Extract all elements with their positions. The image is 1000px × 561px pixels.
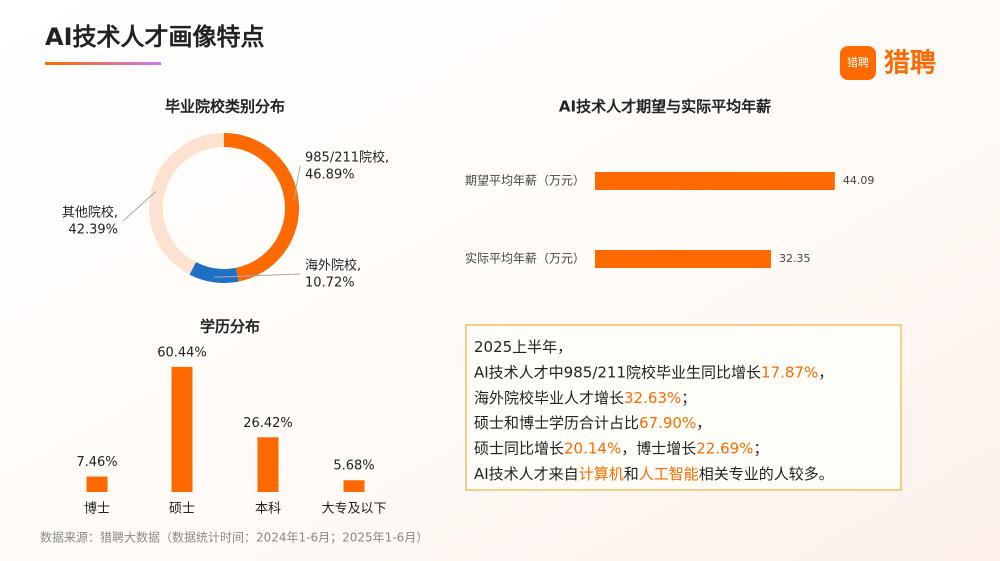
note-box xyxy=(465,324,902,491)
highlight: 67.90% xyxy=(639,414,696,432)
note-text: 和 xyxy=(624,465,639,483)
category-label: 本科 xyxy=(255,502,281,517)
leader-line xyxy=(214,273,301,278)
page-title: AI技术人才画像特点 xyxy=(45,23,265,51)
donut-segment xyxy=(223,133,299,282)
category-label: 硕士 xyxy=(169,502,195,517)
category-label: 期望平均年薪（万元） xyxy=(465,174,585,188)
bar xyxy=(171,366,193,492)
note-text: AI技术人才来自 xyxy=(474,465,579,483)
note-text: ，博士增长 xyxy=(621,439,696,457)
chart-title: 毕业院校类别分布 xyxy=(165,98,285,116)
note-text: ， xyxy=(818,363,833,381)
value-label: 32.35 xyxy=(779,252,811,265)
category-label: 985/211院校, xyxy=(305,150,389,166)
value-label: 60.44% xyxy=(157,345,207,360)
highlight: 20.14% xyxy=(564,439,621,457)
value-label: 10.72% xyxy=(305,276,355,291)
highlight: 计算机 xyxy=(579,465,624,483)
value-label: 5.68% xyxy=(333,459,374,474)
bar xyxy=(595,250,771,268)
title-underline xyxy=(45,62,161,65)
logo-badge-text: 猎聘 xyxy=(847,55,869,69)
chart-title: AI技术人才期望与实际平均年薪 xyxy=(559,98,771,116)
value-label: 42.39% xyxy=(68,223,118,238)
category-label: 实际平均年薪（万元） xyxy=(465,251,585,266)
category-label: 博士 xyxy=(84,502,110,517)
highlight: 32.63% xyxy=(624,388,681,406)
logo-name: 猎聘 xyxy=(884,49,936,79)
value-label: 26.42% xyxy=(243,416,293,431)
bar xyxy=(343,480,365,492)
note-text: ； xyxy=(753,439,768,457)
note-line: 硕士同比增长20.14%，博士增长22.69%； xyxy=(474,439,768,457)
category-label: 其他院校, xyxy=(62,205,118,221)
note-line: AI技术人才中985/211院校毕业生同比增长17.87%， xyxy=(474,363,833,381)
note-line: 海外院校毕业人才增长32.63%； xyxy=(474,388,696,406)
category-label: 海外院校, xyxy=(305,258,361,274)
value-label: 44.09 xyxy=(843,174,875,187)
highlight: 人工智能 xyxy=(639,465,699,483)
donut-segment xyxy=(149,133,225,275)
value-label: 46.89% xyxy=(305,168,355,183)
highlight: 22.69% xyxy=(696,439,753,457)
leader-line xyxy=(293,165,301,202)
logo-badge xyxy=(840,46,876,80)
donut-segment xyxy=(189,262,239,283)
source: 数据来源：猎聘大数据（数据统计时间：2024年1-6月；2025年1-6月） xyxy=(40,530,428,545)
leader-line xyxy=(122,191,157,222)
note-line: 2025上半年， xyxy=(474,338,572,356)
note-text: 硕士同比增长 xyxy=(474,439,564,457)
note-text: 相关专业的人较多。 xyxy=(699,465,834,483)
note-line: 硕士和博士学历合计占比67.90%， xyxy=(474,414,711,432)
bar xyxy=(257,437,279,492)
note-text: ； xyxy=(681,388,696,406)
bar xyxy=(595,172,835,190)
note-text: AI技术人才中985/211院校毕业生同比增长 xyxy=(474,363,761,381)
category-label: 大专及以下 xyxy=(321,502,386,517)
note-text: ， xyxy=(696,414,711,432)
bar xyxy=(86,476,108,492)
chart-title: 学历分布 xyxy=(200,318,260,336)
value-label: 7.46% xyxy=(76,455,117,470)
note-text: 硕士和博士学历合计占比 xyxy=(474,414,639,432)
note-line: AI技术人才来自计算机和人工智能相关专业的人较多。 xyxy=(474,465,834,483)
highlight: 17.87% xyxy=(761,363,818,381)
note-text: 海外院校毕业人才增长 xyxy=(474,388,624,406)
note-text: 2025上半年， xyxy=(474,338,572,356)
